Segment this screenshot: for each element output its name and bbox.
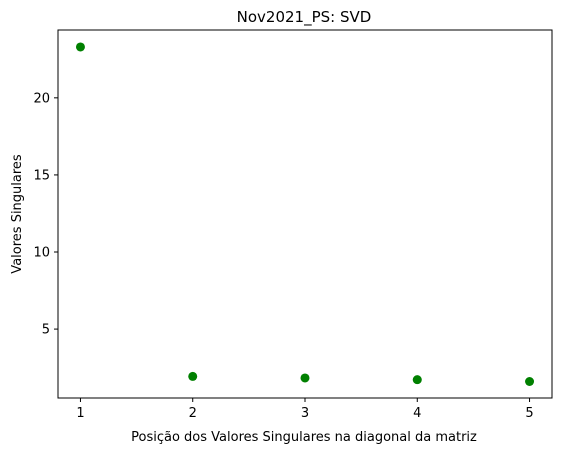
data-point	[412, 375, 422, 385]
x-tick-label: 3	[301, 406, 309, 421]
data-points	[75, 42, 535, 387]
y-tick-label: 10	[33, 246, 50, 261]
y-tick-label: 15	[33, 168, 50, 183]
x-tick-label: 4	[413, 406, 421, 421]
data-point	[300, 373, 310, 383]
plot-area-frame	[57, 29, 553, 399]
chart-title: Nov2021_PS: SVD	[237, 8, 372, 27]
data-point	[188, 371, 198, 381]
x-axis: 1 2 3 4 5	[76, 398, 534, 421]
x-axis-label: Posição dos Valores Singulares na diagon…	[131, 430, 477, 445]
y-tick-label: 20	[33, 91, 50, 106]
x-tick-label: 1	[76, 406, 84, 421]
y-tick-label: 5	[42, 323, 50, 338]
data-point	[75, 42, 85, 52]
data-point	[525, 377, 535, 387]
y-axis: 5 10 15 20	[33, 91, 58, 338]
y-axis-label: Valores Singulares	[10, 154, 25, 274]
x-tick-label: 5	[525, 406, 533, 421]
x-tick-label: 2	[189, 406, 197, 421]
